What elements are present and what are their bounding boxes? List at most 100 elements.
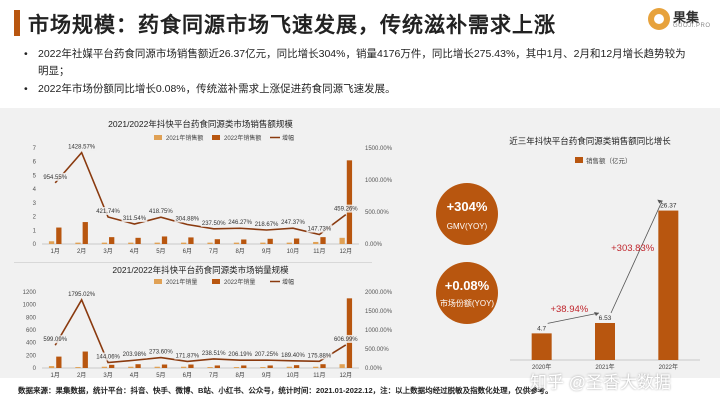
volume-growth-label: 171.87%: [175, 353, 199, 359]
bullet-item: 2022年社媒平台药食同源市场销售额近26.37亿元，同比增长304%，销量41…: [24, 46, 694, 80]
volume-growth-label-bg: [227, 350, 254, 359]
volume-bar-2021: [154, 366, 160, 368]
sales-growth-label: 1428.57%: [68, 145, 96, 151]
sales-bar-2022: [346, 160, 353, 244]
sales-bar-2021: [286, 242, 292, 244]
sales-bar-2022: [56, 227, 62, 244]
volume-bar-2022: [188, 364, 194, 368]
volume-legend-label: 2022年销量: [224, 278, 255, 286]
volume-growth-label: 606.99%: [334, 337, 358, 343]
volume-bar-2021: [48, 366, 55, 368]
share-kpi-circle: +0.08%: [436, 262, 498, 324]
sales-growth-label-bg: [67, 142, 97, 151]
volume-growth-label: 203.98%: [123, 352, 147, 358]
volume-y-tick: 200: [26, 353, 37, 359]
sales-bar-2022: [135, 237, 141, 244]
volume-x-tick: 6月: [183, 372, 192, 379]
volume-growth-label: 273.60%: [149, 350, 173, 356]
growth-arrow-head: [594, 311, 599, 316]
volume-y-tick: 1200: [23, 290, 37, 296]
volume-legend-label: 2021年销量: [166, 278, 197, 286]
logo-subtext: GUOJI.PRO: [673, 23, 711, 29]
sales-volume-chart: 2021/2022年抖快平台药食同源类市场销量规模 2021年销量 2022年销量 增…: [23, 265, 393, 379]
volume-x-tick: 4月: [130, 372, 139, 379]
volume-growth-label: 175.88%: [308, 353, 332, 359]
volume-growth-label: 206.19%: [228, 352, 252, 358]
growth-arrow-head: [657, 199, 663, 204]
sales-y-tick: 5: [33, 173, 37, 179]
gmv-kpi-label: GMV(YOY): [446, 222, 488, 231]
sales-legend-label: 2022年销售额: [224, 134, 261, 142]
page-title: 市场规模：药食同源市场飞速发展，传统滋补需求上涨: [28, 14, 556, 37]
chart-divider: [14, 262, 372, 263]
sales-bar-2022: [214, 239, 220, 244]
volume-bar-2022: [135, 364, 141, 368]
volume-x-tick: 8月: [235, 372, 244, 379]
volume-bar-2021: [128, 366, 134, 368]
sales-bar-2021: [75, 242, 81, 244]
volume-bar-2022: [320, 364, 326, 368]
sales-y-tick: 6: [33, 160, 37, 166]
sales-growth-label: 311.54%: [123, 216, 147, 222]
growth-legend-label: 销售额（亿元）: [586, 156, 632, 165]
growth-legend-swatch: [575, 157, 583, 163]
volume-y2-tick: 1000.00%: [365, 328, 393, 334]
volume-x-tick: 3月: [103, 372, 112, 379]
volume-bar-2022: [241, 365, 247, 368]
sales-growth-label: 459.26%: [334, 207, 358, 213]
volume-bar-2022: [293, 365, 300, 368]
volume-bar-2021: [233, 367, 240, 368]
volume-bar-2022: [161, 364, 168, 368]
sales-bar-2022: [267, 238, 273, 244]
logo-text: 果集: [673, 10, 700, 25]
volume-growth-label-bg: [200, 348, 227, 357]
volume-y-tick: 1000: [23, 303, 37, 309]
volume-growth-label: 144.06%: [96, 355, 120, 361]
growth-x-tick: 2022年: [659, 363, 678, 371]
title-accent-bar: [14, 10, 20, 36]
sales-x-tick: 1月: [51, 248, 60, 255]
share-kpi-label: 市场份额(YOY): [439, 299, 495, 308]
growth-value-label: 6.53: [599, 315, 612, 322]
volume-growth-label: 189.40%: [281, 353, 305, 359]
sales-growth-label-bg: [42, 172, 69, 181]
sales-legend-swatch: [212, 135, 220, 140]
sales-growth-label-bg: [280, 218, 306, 227]
sales-bar-2021: [101, 242, 108, 244]
share-kpi-value: +0.08%: [444, 278, 490, 293]
watermark-text: 知乎 @圣香大数据: [530, 373, 671, 392]
sales-growth-label-bg: [174, 214, 201, 223]
volume-y2-tick: 0.00%: [365, 366, 383, 372]
sales-x-tick: 12月: [339, 248, 352, 255]
sales-growth-label: 237.50%: [202, 221, 226, 227]
volume-legend-swatch: [154, 279, 162, 284]
volume-growth-label: 599.09%: [43, 337, 67, 343]
sales-x-tick: 11月: [313, 248, 325, 255]
volume-x-tick: 7月: [209, 372, 218, 379]
brand-logo: 果集 GUOJI.PRO: [648, 6, 712, 36]
growth-value-label: 4.7: [537, 325, 546, 332]
volume-bar-2021: [101, 366, 108, 368]
sales-growth-label: 421.74%: [96, 209, 120, 215]
volume-x-tick: 12月: [339, 372, 352, 379]
volume-bar-2021: [313, 366, 319, 368]
sales-growth-label: 304.88%: [175, 216, 199, 222]
logo-icon: [648, 8, 670, 30]
volume-legend-label: 增幅: [282, 278, 294, 286]
sales-x-tick: 4月: [130, 248, 139, 255]
sales-bar-2021: [207, 242, 213, 244]
volume-y-tick: 800: [26, 315, 37, 321]
sales-y2-tick: 1000.00%: [365, 178, 393, 184]
volume-bar-2021: [286, 366, 292, 368]
volume-growth-label-bg: [174, 351, 201, 360]
volume-y2-tick: 1500.00%: [365, 309, 393, 315]
volume-growth-label-bg: [121, 350, 148, 359]
sales-bar-2021: [313, 241, 319, 244]
volume-y-tick: 600: [26, 328, 37, 334]
sales-x-tick: 9月: [262, 248, 271, 255]
sales-growth-label: 418.75%: [149, 209, 173, 215]
sales-bar-2021: [233, 242, 240, 244]
volume-bar-2021: [339, 364, 345, 368]
sales-growth-label-bg: [95, 207, 121, 216]
sales-growth-label-bg: [306, 224, 333, 233]
